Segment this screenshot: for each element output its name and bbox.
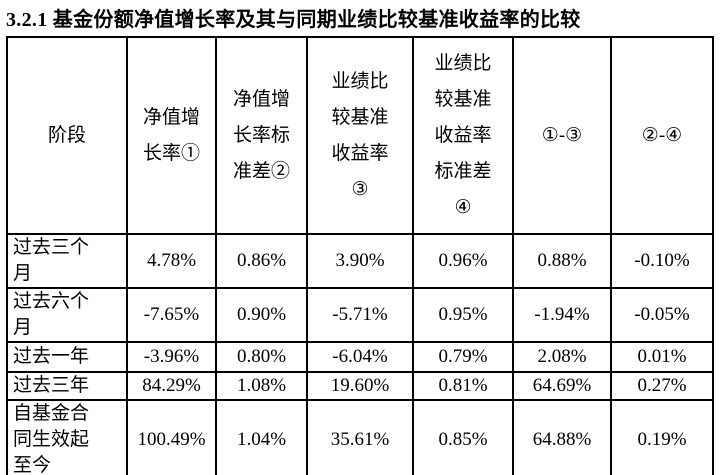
value-cell: 0.27% (610, 371, 714, 401)
period-cell: 自基金合 同生效起 至今 (6, 399, 128, 475)
value-cell: 0.88% (512, 233, 612, 289)
period-cell: 过去三年 (6, 371, 128, 401)
table-row-past-1-year: 过去一年 -3.96% 0.80% -6.04% 0.79% 2.08% 0.0… (6, 341, 714, 373)
value-cell: 0.96% (412, 233, 514, 289)
value-cell: -5.71% (306, 287, 414, 343)
value-cell: 0.80% (215, 341, 308, 373)
value-cell: 19.60% (306, 371, 414, 401)
value-cell: 0.90% (215, 287, 308, 343)
value-cell: 1.04% (215, 399, 308, 475)
value-cell: 64.88% (512, 399, 612, 475)
column-header-period: 阶段 (6, 36, 128, 235)
period-cell: 过去一年 (6, 341, 128, 373)
period-cell: 过去三个 月 (6, 233, 128, 289)
value-cell: -1.94% (512, 287, 612, 343)
table-header-row: 阶段 净值增 长率① 净值增 长率标 准差② 业绩比 较基准 收益率 ③ 业绩比… (6, 36, 714, 235)
value-cell: 0.01% (610, 341, 714, 373)
value-cell: -3.96% (126, 341, 217, 373)
value-cell: 100.49% (126, 399, 217, 475)
value-cell: 0.86% (215, 233, 308, 289)
column-header-benchmark-stddev: 业绩比 较基准 收益率 标准差 ④ (412, 36, 514, 235)
value-cell: 64.69% (512, 371, 612, 401)
value-cell: 2.08% (512, 341, 612, 373)
value-cell: 0.81% (412, 371, 514, 401)
table-row-past-6-months: 过去六个 月 -7.65% 0.90% -5.71% 0.95% -1.94% … (6, 287, 714, 343)
value-cell: -0.10% (610, 233, 714, 289)
section-title: 3.2.1 基金份额净值增长率及其与同期业绩比较基准收益率的比较 (6, 9, 581, 31)
value-cell: 0.85% (412, 399, 514, 475)
value-cell: 1.08% (215, 371, 308, 401)
column-header-nav-growth-stddev: 净值增 长率标 准差② (215, 36, 308, 235)
value-cell: 0.95% (412, 287, 514, 343)
column-header-benchmark-return: 业绩比 较基准 收益率 ③ (306, 36, 414, 235)
column-header-nav-growth: 净值增 长率① (126, 36, 217, 235)
table-row-past-3-months: 过去三个 月 4.78% 0.86% 3.90% 0.96% 0.88% -0.… (6, 233, 714, 289)
value-cell: -0.05% (610, 287, 714, 343)
column-header-diff-1-3: ①-③ (512, 36, 612, 235)
value-cell: 4.78% (126, 233, 217, 289)
value-cell: 84.29% (126, 371, 217, 401)
value-cell: 0.19% (610, 399, 714, 475)
value-cell: 35.61% (306, 399, 414, 475)
period-cell: 过去六个 月 (6, 287, 128, 343)
value-cell: 0.79% (412, 341, 514, 373)
table-row-past-3-years: 过去三年 84.29% 1.08% 19.60% 0.81% 64.69% 0.… (6, 371, 714, 401)
value-cell: -7.65% (126, 287, 217, 343)
column-header-diff-2-4: ②-④ (610, 36, 714, 235)
value-cell: 3.90% (306, 233, 414, 289)
value-cell: -6.04% (306, 341, 414, 373)
table-row-since-inception: 自基金合 同生效起 至今 100.49% 1.04% 35.61% 0.85% … (6, 399, 714, 475)
fund-performance-comparison-table: 阶段 净值增 长率① 净值增 长率标 准差② 业绩比 较基准 收益率 ③ 业绩比… (6, 36, 714, 475)
